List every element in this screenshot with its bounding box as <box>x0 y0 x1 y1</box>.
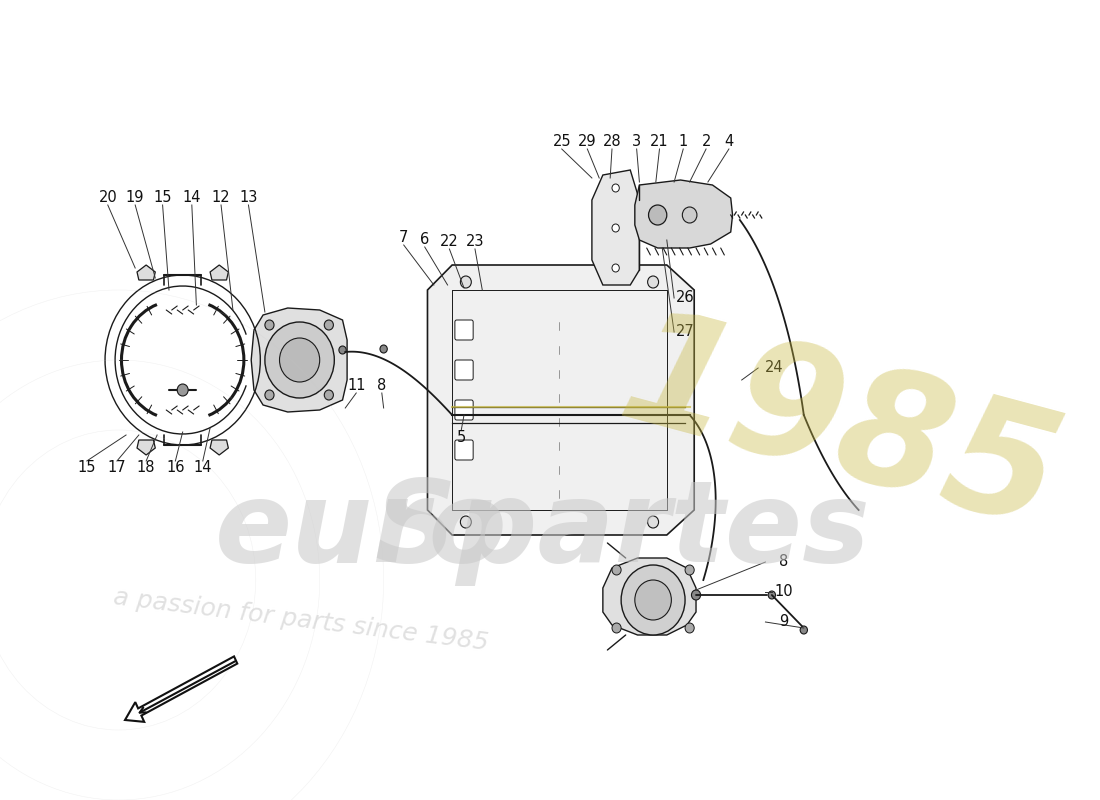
Text: Spartes: Spartes <box>374 474 870 586</box>
Circle shape <box>648 276 659 288</box>
Text: 11: 11 <box>346 378 365 393</box>
Text: 25: 25 <box>552 134 571 150</box>
Text: 18: 18 <box>136 461 155 475</box>
Circle shape <box>648 516 659 528</box>
Text: 15: 15 <box>77 461 96 475</box>
Text: 9: 9 <box>779 614 789 630</box>
Text: 24: 24 <box>766 361 784 375</box>
Circle shape <box>800 626 807 634</box>
Text: 20: 20 <box>98 190 118 206</box>
Polygon shape <box>603 558 696 635</box>
Circle shape <box>692 590 701 600</box>
Text: 15: 15 <box>153 190 172 206</box>
Circle shape <box>768 591 776 599</box>
Polygon shape <box>428 265 694 535</box>
Text: 26: 26 <box>675 290 694 306</box>
Polygon shape <box>251 308 348 412</box>
Text: 12: 12 <box>211 190 230 206</box>
Circle shape <box>265 320 274 330</box>
Circle shape <box>612 565 621 575</box>
Circle shape <box>649 205 667 225</box>
Text: 1: 1 <box>679 134 688 150</box>
FancyBboxPatch shape <box>455 360 473 380</box>
Polygon shape <box>592 170 639 285</box>
Polygon shape <box>138 265 155 280</box>
Circle shape <box>682 207 697 223</box>
Text: 2: 2 <box>702 134 711 150</box>
Circle shape <box>612 184 619 192</box>
Text: 8: 8 <box>377 378 386 393</box>
Circle shape <box>612 224 619 232</box>
Text: 10: 10 <box>774 585 793 599</box>
Circle shape <box>339 346 346 354</box>
Circle shape <box>324 320 333 330</box>
Circle shape <box>265 322 334 398</box>
Text: 17: 17 <box>108 461 126 475</box>
Circle shape <box>685 623 694 633</box>
Text: 14: 14 <box>183 190 201 206</box>
Circle shape <box>461 276 471 288</box>
Text: a passion for parts since 1985: a passion for parts since 1985 <box>112 585 491 655</box>
Circle shape <box>612 623 621 633</box>
Text: 21: 21 <box>650 134 669 150</box>
Circle shape <box>279 338 320 382</box>
Circle shape <box>177 384 188 396</box>
Circle shape <box>635 580 671 620</box>
Polygon shape <box>210 440 229 455</box>
Circle shape <box>379 345 387 353</box>
Text: 13: 13 <box>240 190 257 206</box>
Text: euro: euro <box>214 474 507 586</box>
Text: 8: 8 <box>779 554 789 570</box>
FancyBboxPatch shape <box>455 440 473 460</box>
Circle shape <box>324 390 333 400</box>
FancyBboxPatch shape <box>455 320 473 340</box>
Text: 5: 5 <box>456 430 466 446</box>
Circle shape <box>461 516 471 528</box>
Text: 23: 23 <box>465 234 484 250</box>
Text: 19: 19 <box>125 190 144 206</box>
Polygon shape <box>138 440 155 455</box>
Text: 3: 3 <box>632 134 641 150</box>
Text: 29: 29 <box>578 134 596 150</box>
Text: 22: 22 <box>440 234 459 250</box>
Text: 6: 6 <box>420 233 429 247</box>
Polygon shape <box>635 180 733 248</box>
Circle shape <box>265 390 274 400</box>
Circle shape <box>621 565 685 635</box>
Text: 27: 27 <box>675 325 694 339</box>
Text: 28: 28 <box>603 134 622 150</box>
FancyBboxPatch shape <box>455 400 473 420</box>
Text: 16: 16 <box>166 461 185 475</box>
Text: 4: 4 <box>724 134 734 150</box>
Polygon shape <box>210 265 229 280</box>
Text: 14: 14 <box>194 461 212 475</box>
Text: 7: 7 <box>399 230 408 246</box>
Text: 1985: 1985 <box>606 298 1075 562</box>
Circle shape <box>685 565 694 575</box>
Circle shape <box>612 264 619 272</box>
